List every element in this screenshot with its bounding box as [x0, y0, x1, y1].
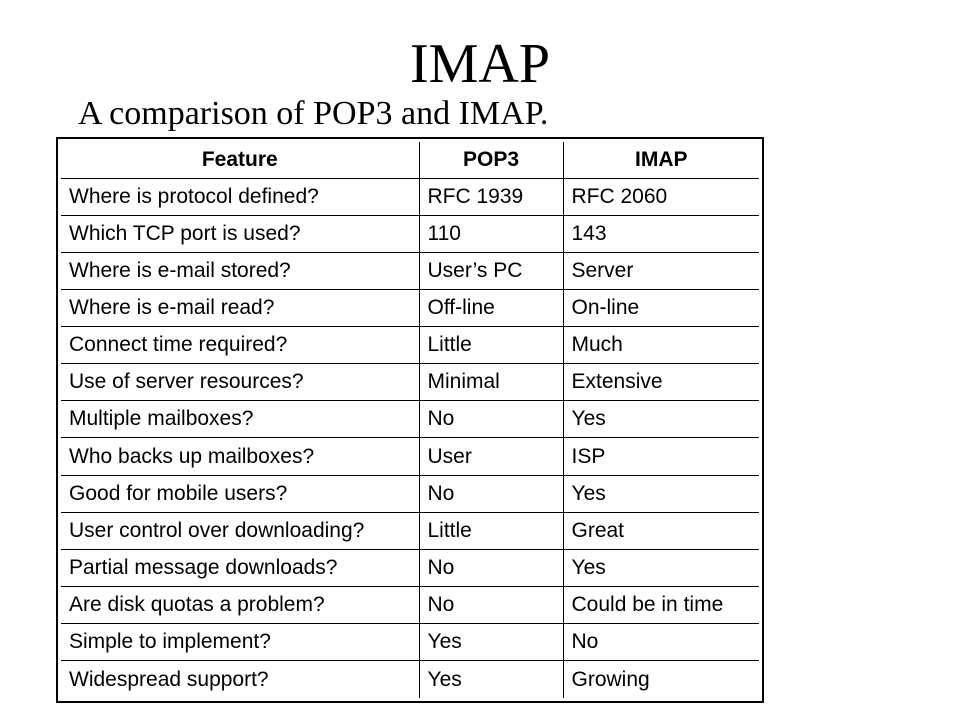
table-row: Multiple mailboxes? No Yes: [61, 400, 759, 439]
table-row: Where is e-mail read? Off-line On-line: [61, 288, 759, 328]
feature-cell: Widespread support?: [61, 660, 420, 698]
imap-cell: Server: [562, 251, 759, 290]
feature-cell: Where is e-mail stored?: [61, 251, 420, 290]
table-row: Are disk quotas a problem? No Could be in …: [61, 586, 759, 625]
imap-cell: On-line: [562, 288, 759, 328]
table-row: Use of server resources? Minimal Extensive: [61, 363, 759, 402]
table-row: Simple to implement? Yes No: [61, 623, 759, 662]
pop3-cell: User: [418, 437, 564, 476]
imap-cell: Yes: [562, 548, 759, 588]
feature-cell: Where is e-mail read?: [61, 288, 420, 328]
imap-cell: No: [562, 623, 759, 662]
slide-title: IMAP: [409, 33, 551, 95]
table-row: Good for mobile users? No Yes: [61, 474, 759, 513]
imap-cell: Extensive: [562, 363, 759, 402]
pop3-imap-comparison-table: Feature POP3 IMAP Where is protocol defi…: [61, 142, 759, 698]
feature-cell: Simple to implement?: [61, 623, 420, 662]
column-header-feature: Feature: [61, 142, 420, 179]
imap-cell: Growing: [562, 660, 759, 698]
feature-cell: Multiple mailboxes?: [61, 400, 420, 439]
pop3-cell: No: [418, 400, 564, 439]
imap-cell: Great: [562, 511, 759, 550]
imap-cell: Yes: [562, 474, 759, 513]
pop3-cell: No: [418, 548, 564, 588]
table-row: Partial message downloads? No Yes: [61, 548, 759, 588]
feature-cell: Use of server resources?: [61, 363, 420, 402]
table-body: Where is protocol defined? RFC 1939 RFC 20…: [61, 177, 759, 698]
feature-cell: User control over downloading?: [61, 511, 420, 550]
column-header-imap: IMAP: [562, 142, 759, 179]
imap-cell: Yes: [562, 400, 759, 439]
table-row: Where is protocol defined? RFC 1939 RFC 20…: [61, 177, 759, 216]
pop3-cell: 110: [418, 214, 564, 253]
feature-cell: Which TCP port is used?: [61, 214, 420, 253]
pop3-cell: No: [418, 586, 564, 625]
pop3-cell: RFC 1939: [418, 177, 564, 216]
feature-cell: Good for mobile users?: [61, 474, 420, 513]
pop3-cell: Yes: [418, 623, 564, 662]
table-row: User control over downloading? Little Grea…: [61, 511, 759, 550]
table-row: Who backs up mailboxes? User ISP: [61, 437, 759, 476]
imap-cell: RFC 2060: [562, 177, 759, 216]
imap-cell: Much: [562, 326, 759, 365]
slide-subtitle: A comparison of POP3 and IMAP.: [78, 95, 549, 132]
imap-cell: Could be in time: [562, 586, 759, 625]
column-header-pop3: POP3: [418, 142, 564, 179]
table-header-row: Feature POP3 IMAP: [61, 142, 759, 179]
pop3-cell: Little: [418, 326, 564, 365]
pop3-cell: User’s PC: [418, 251, 564, 290]
feature-cell: Partial message downloads?: [61, 548, 420, 588]
table-row: Widespread support? Yes Growing: [61, 660, 759, 698]
pop3-cell: Yes: [418, 660, 564, 698]
feature-cell: Who backs up mailboxes?: [61, 437, 420, 476]
table-row: Which TCP port is used? 110 143: [61, 214, 759, 253]
pop3-cell: Off-line: [418, 288, 564, 328]
feature-cell: Where is protocol defined?: [61, 177, 420, 216]
imap-cell: 143: [562, 214, 759, 253]
pop3-cell: Little: [418, 511, 564, 550]
comparison-table-frame: Feature POP3 IMAP Where is protocol defi…: [56, 137, 764, 703]
imap-cell: ISP: [562, 437, 759, 476]
table-row: Connect time required? Little Much: [61, 326, 759, 365]
table-row: Where is e-mail stored? User’s PC Server: [61, 251, 759, 290]
feature-cell: Are disk quotas a problem?: [61, 586, 420, 625]
feature-cell: Connect time required?: [61, 326, 420, 365]
pop3-cell: No: [418, 474, 564, 513]
pop3-cell: Minimal: [418, 363, 564, 402]
